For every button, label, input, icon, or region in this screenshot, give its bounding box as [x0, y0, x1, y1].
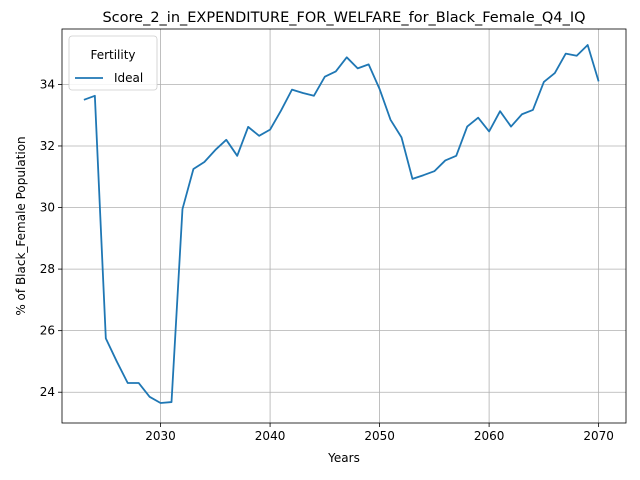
legend-title: Fertility	[90, 48, 135, 62]
y-tick-label: 32	[40, 139, 55, 153]
x-tick-label: 2070	[583, 429, 614, 443]
x-tick-label: 2060	[474, 429, 505, 443]
y-tick-label: 28	[40, 262, 55, 276]
legend-label-ideal: Ideal	[114, 71, 143, 85]
plot-frame	[61, 28, 627, 424]
y-tick-label: 34	[40, 77, 55, 91]
x-tick-label: 2040	[255, 429, 286, 443]
x-axis-label: Years	[327, 451, 360, 465]
y-tick-label: 24	[40, 385, 55, 399]
x-tick-label: 2030	[145, 429, 176, 443]
y-axis-label: % of Black_Female Population	[14, 136, 28, 315]
x-tick-label: 2050	[364, 429, 395, 443]
series-line-ideal	[83, 44, 600, 404]
y-tick-label: 26	[40, 324, 55, 338]
legend: Fertility Ideal	[68, 35, 158, 91]
chart-title: Score_2_in_EXPENDITURE_FOR_WELFARE_for_B…	[102, 10, 585, 26]
y-tick-label: 30	[40, 201, 55, 215]
legend-box	[68, 35, 158, 91]
axis-ticks: 2030 2040 2050 2060 2070 24 26 28 30 32 34	[40, 77, 614, 443]
series-layer	[83, 44, 600, 404]
